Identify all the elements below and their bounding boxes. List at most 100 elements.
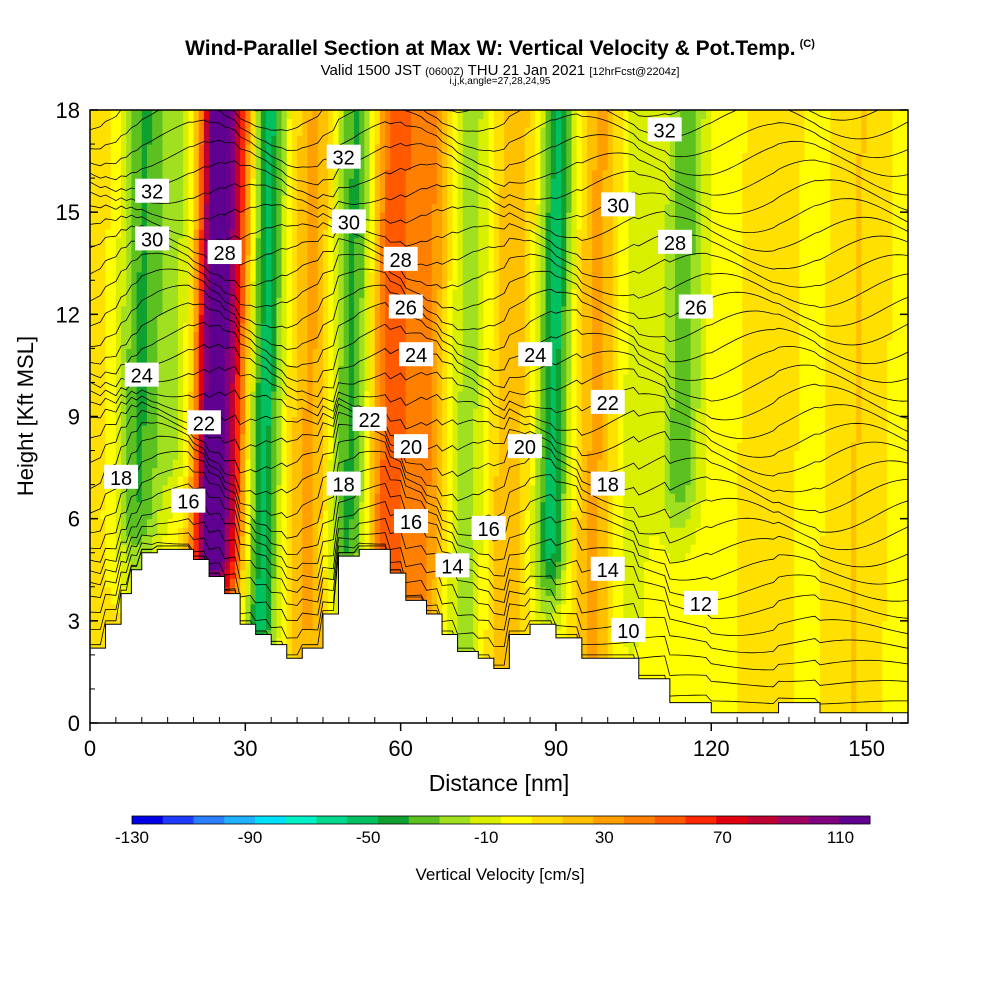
velocity-cell bbox=[250, 169, 257, 179]
velocity-cell bbox=[271, 416, 277, 426]
velocity-cell bbox=[338, 178, 345, 188]
velocity-cell bbox=[436, 220, 443, 230]
velocity-cell bbox=[266, 263, 272, 273]
velocity-cell bbox=[359, 246, 365, 256]
velocity-cell bbox=[297, 152, 303, 162]
velocity-cell bbox=[312, 356, 319, 367]
velocity-cell bbox=[240, 271, 246, 281]
velocity-cell bbox=[307, 612, 314, 622]
velocity-cell bbox=[385, 271, 391, 281]
velocity-cell bbox=[105, 152, 112, 162]
velocity-cell bbox=[359, 263, 365, 273]
velocity-cell bbox=[188, 220, 195, 230]
velocity-cell bbox=[395, 493, 402, 503]
velocity-cell bbox=[271, 382, 277, 392]
velocity-cell bbox=[146, 118, 153, 128]
velocity-cell bbox=[297, 535, 303, 545]
velocity-cell bbox=[229, 195, 236, 205]
velocity-cell bbox=[198, 110, 205, 120]
velocity-cell bbox=[271, 501, 277, 511]
velocity-cell bbox=[167, 476, 174, 486]
velocity-cell bbox=[121, 246, 127, 256]
velocity-cell bbox=[188, 390, 195, 401]
velocity-cell bbox=[328, 305, 334, 315]
velocity-cell bbox=[255, 603, 262, 613]
velocity-cell bbox=[100, 246, 107, 256]
velocity-cell bbox=[431, 322, 438, 332]
velocity-cell bbox=[271, 144, 277, 154]
velocity-cell bbox=[266, 612, 272, 622]
velocity-cell bbox=[183, 246, 189, 256]
velocity-cell bbox=[141, 450, 148, 460]
velocity-cell bbox=[260, 110, 267, 120]
velocity-cell bbox=[183, 254, 189, 264]
velocity-cell bbox=[110, 127, 117, 137]
velocity-cell bbox=[312, 595, 319, 605]
velocity-cell bbox=[234, 305, 241, 315]
velocity-cell bbox=[183, 169, 189, 179]
velocity-cell bbox=[317, 476, 324, 486]
velocity-cell bbox=[271, 161, 277, 171]
velocity-cell bbox=[255, 561, 262, 571]
velocity-cell bbox=[364, 288, 371, 298]
velocity-cell bbox=[447, 578, 454, 588]
velocity-cell bbox=[141, 416, 148, 426]
velocity-cell bbox=[95, 373, 101, 384]
velocity-cell bbox=[312, 169, 319, 179]
velocity-cell bbox=[442, 586, 448, 596]
velocity-cell bbox=[348, 348, 355, 358]
velocity-cell bbox=[271, 518, 277, 528]
velocity-cell bbox=[126, 544, 133, 554]
velocity-cell bbox=[322, 552, 329, 562]
velocity-cell bbox=[276, 442, 283, 452]
velocity-cell bbox=[281, 229, 288, 239]
velocity-cell bbox=[131, 527, 138, 537]
velocity-cell bbox=[286, 501, 293, 511]
velocity-cell bbox=[126, 348, 133, 358]
velocity-cell bbox=[421, 399, 428, 409]
velocity-cell bbox=[245, 442, 252, 452]
velocity-cell bbox=[100, 169, 107, 179]
velocity-cell bbox=[317, 314, 324, 324]
velocity-cell bbox=[115, 110, 122, 120]
velocity-cell bbox=[219, 220, 226, 230]
velocity-cell bbox=[240, 229, 246, 239]
velocity-cell bbox=[172, 186, 179, 196]
velocity-cell bbox=[297, 399, 303, 409]
velocity-cell bbox=[229, 331, 236, 341]
velocity-cell bbox=[240, 382, 246, 392]
velocity-cell bbox=[100, 467, 107, 477]
velocity-cell bbox=[152, 314, 158, 324]
velocity-cell bbox=[245, 144, 252, 154]
velocity-cell bbox=[157, 144, 164, 154]
velocity-cell bbox=[260, 161, 267, 171]
velocity-cell bbox=[157, 518, 164, 528]
velocity-cell bbox=[198, 322, 205, 332]
velocity-cell bbox=[100, 212, 107, 222]
velocity-cell bbox=[359, 152, 365, 162]
velocity-cell bbox=[209, 476, 215, 486]
velocity-cell bbox=[431, 476, 438, 486]
velocity-cell bbox=[276, 467, 283, 477]
velocity-cell bbox=[338, 305, 345, 315]
velocity-cell bbox=[100, 152, 107, 162]
velocity-cell bbox=[245, 450, 252, 460]
velocity-cell bbox=[291, 476, 298, 486]
velocity-cell bbox=[250, 178, 257, 188]
velocity-cell bbox=[224, 484, 231, 494]
velocity-cell bbox=[193, 263, 200, 273]
velocity-cell bbox=[348, 271, 355, 281]
velocity-cell bbox=[193, 450, 200, 460]
velocity-cell bbox=[90, 229, 96, 239]
velocity-cell bbox=[281, 348, 288, 358]
velocity-cell bbox=[307, 390, 314, 401]
velocity-cell bbox=[162, 322, 169, 332]
velocity-cell bbox=[410, 561, 417, 571]
velocity-cell bbox=[229, 212, 236, 222]
velocity-cell bbox=[266, 161, 272, 171]
velocity-cell bbox=[95, 603, 101, 613]
velocity-cell bbox=[240, 425, 246, 435]
velocity-cell bbox=[379, 203, 386, 213]
velocity-cell bbox=[229, 425, 236, 435]
velocity-cell bbox=[209, 373, 215, 384]
